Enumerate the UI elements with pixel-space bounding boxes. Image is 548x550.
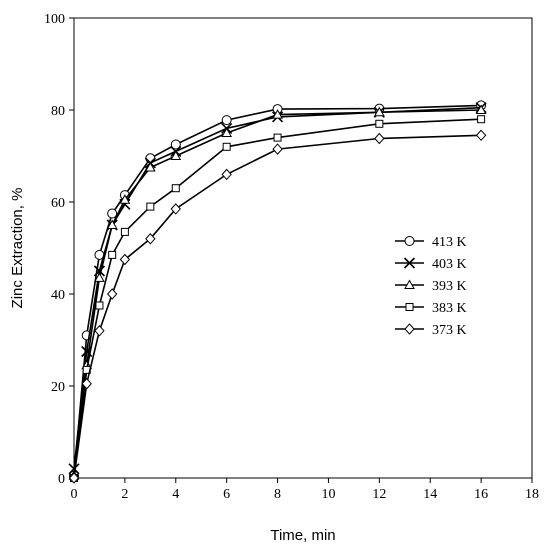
data-point <box>475 104 487 114</box>
plot-area <box>73 17 533 479</box>
legend-label: 373 K <box>432 323 467 338</box>
y-axis: 0 20 40 60 80 100 <box>44 12 74 487</box>
x-tick-label: 0 <box>71 487 78 502</box>
series-line <box>73 104 482 476</box>
legend-item: 413 K <box>395 235 467 250</box>
x-axis: 0 2 4 6 8 10 12 14 16 18 <box>71 478 539 502</box>
data-point <box>221 168 232 181</box>
y-tick-label: 80 <box>51 104 65 119</box>
data-point <box>93 265 106 277</box>
data-point <box>68 472 80 484</box>
legend-item: 403 K <box>395 257 467 272</box>
legend-marker <box>404 236 415 246</box>
data-point <box>94 325 105 337</box>
data-point <box>144 161 156 172</box>
legend-label: 393 K <box>432 279 467 294</box>
data-point <box>375 119 384 128</box>
series-1 <box>68 102 487 475</box>
data-point <box>94 272 105 282</box>
series-2 <box>68 104 487 480</box>
y-tick-label: 60 <box>51 196 65 211</box>
x-tick-label: 2 <box>121 487 128 502</box>
legend-item: 373 K <box>395 323 467 338</box>
legend-marker <box>405 303 414 311</box>
y-tick-label: 40 <box>51 288 65 303</box>
legend: 413 K 403 K 393 K 383 K 373 K <box>395 235 467 338</box>
x-tick-label: 12 <box>372 487 386 502</box>
data-point <box>119 253 131 266</box>
legend-label: 403 K <box>432 257 467 272</box>
legend-label: 413 K <box>432 235 467 250</box>
legend-marker <box>404 323 415 335</box>
data-point <box>81 377 92 390</box>
legend-marker <box>404 279 415 289</box>
data-point <box>477 115 486 124</box>
y-axis-title: Zinc Extraction, % <box>9 188 26 309</box>
series-4 <box>68 129 487 484</box>
series-0 <box>69 100 487 481</box>
data-point <box>119 194 131 204</box>
data-point <box>222 142 231 151</box>
data-point <box>171 184 180 193</box>
data-point <box>120 227 129 236</box>
legend-marker <box>403 257 416 269</box>
data-point <box>107 208 118 219</box>
x-tick-label: 16 <box>474 487 488 502</box>
data-point <box>373 106 385 117</box>
x-tick-label: 6 <box>223 487 230 502</box>
x-tick-label: 10 <box>321 487 335 502</box>
data-point <box>374 132 385 145</box>
y-tick-label: 20 <box>51 380 65 395</box>
legend-item: 383 K <box>395 301 467 316</box>
x-tick-label: 18 <box>525 487 539 502</box>
plot-border <box>73 17 533 479</box>
data-point <box>145 233 156 245</box>
data-point <box>221 115 232 126</box>
data-point <box>475 129 487 142</box>
data-point <box>146 202 155 211</box>
data-point <box>95 301 104 310</box>
legend-item: 393 K <box>395 279 467 294</box>
data-point <box>170 203 181 215</box>
data-point <box>272 109 283 119</box>
y-tick-label: 100 <box>44 12 65 27</box>
data-point <box>106 288 118 300</box>
series-3 <box>70 115 486 482</box>
y-tick-label: 0 <box>58 472 65 487</box>
data-point <box>106 219 118 229</box>
data-point <box>273 133 282 142</box>
series-line <box>73 118 482 479</box>
x-axis-title: Time, min <box>270 527 335 544</box>
series-layer <box>68 100 487 484</box>
data-point <box>170 150 182 160</box>
series-line <box>73 106 482 469</box>
data-point <box>272 143 283 155</box>
x-tick-label: 14 <box>423 487 437 502</box>
x-tick-label: 8 <box>274 487 281 502</box>
data-point <box>221 127 233 137</box>
series-line <box>73 109 482 476</box>
data-point <box>108 250 117 259</box>
data-point <box>170 139 181 150</box>
x-tick-label: 4 <box>172 487 179 502</box>
legend-label: 383 K <box>432 301 467 316</box>
